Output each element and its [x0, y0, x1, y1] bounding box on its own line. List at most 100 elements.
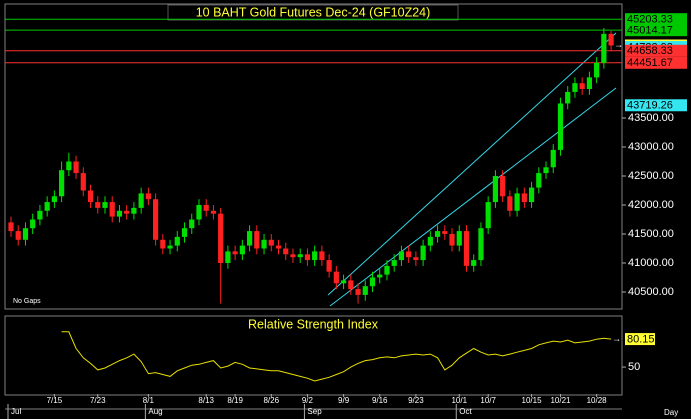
x-tick-label: 9/9	[338, 396, 350, 405]
candle-body	[174, 236, 180, 246]
candle-body	[116, 210, 123, 217]
candle-body	[59, 170, 65, 197]
candle-body	[355, 289, 361, 295]
candle-body	[268, 239, 274, 246]
candle-body	[406, 251, 412, 258]
candle-body	[153, 199, 159, 240]
rsi-line	[61, 331, 612, 382]
candle-body	[304, 254, 311, 261]
candle-body	[521, 193, 527, 203]
x-tick-label: 8/26	[263, 396, 279, 405]
x-tick-label: 10/7	[480, 396, 496, 405]
channel-lower	[329, 87, 617, 307]
candle-body	[181, 228, 188, 237]
candle-body	[232, 251, 238, 255]
candle-body	[471, 260, 477, 266]
candle-body	[246, 231, 253, 246]
candle-body	[485, 202, 491, 229]
rsi-last-box	[625, 333, 655, 346]
candle-body	[333, 271, 339, 284]
candle-body	[225, 251, 231, 263]
x-tick-label: 8/1	[143, 396, 155, 405]
candle-body	[543, 167, 549, 174]
price-panel	[4, 3, 623, 310]
candle-body	[95, 202, 101, 208]
candle-body	[261, 239, 267, 249]
candle-body	[15, 231, 21, 240]
candle-body	[507, 196, 513, 211]
x-tick-label: 10/21	[550, 396, 571, 405]
x-tick-label: 10/28	[587, 396, 608, 405]
candle-body	[579, 83, 585, 89]
candle-body	[189, 219, 195, 229]
month-label: Jul	[11, 407, 21, 416]
candle-body	[572, 83, 578, 92]
candle-body	[528, 187, 535, 203]
candle-body	[87, 190, 94, 203]
candle-body	[109, 202, 115, 217]
channel-upper	[327, 32, 617, 296]
candle-body	[362, 286, 368, 295]
candle-body	[102, 202, 108, 208]
candle-body	[44, 202, 50, 211]
candle-body	[239, 245, 245, 255]
price-label: 43719.26	[627, 100, 673, 112]
candle-body	[550, 149, 556, 168]
candle-body	[413, 257, 419, 261]
candle-body	[167, 245, 173, 249]
x-tick-label: 7/15	[47, 396, 63, 405]
candle-body	[312, 251, 318, 261]
candle-body	[8, 222, 14, 232]
candle-body	[478, 228, 484, 261]
x-tick-label: 10/1	[451, 396, 467, 405]
x-tick-label: 9/23	[408, 396, 424, 405]
candle-body	[369, 277, 376, 287]
candle-body	[131, 207, 137, 214]
candle-body	[586, 77, 592, 89]
y-tick-label: 41500.00	[628, 228, 674, 240]
candle-body	[391, 260, 397, 266]
x-tick-label: 7/23	[90, 396, 106, 405]
candle-body	[37, 210, 43, 220]
candle-body	[565, 91, 571, 104]
candle-body	[557, 103, 564, 150]
candle-body	[73, 161, 79, 174]
candle-body	[326, 260, 332, 272]
x-tick-label: 9/16	[372, 396, 388, 405]
candle-body	[608, 33, 614, 46]
candle-body	[492, 175, 499, 203]
candle-body	[66, 161, 72, 171]
candle-body	[514, 193, 520, 211]
candle-body	[449, 233, 455, 246]
y-tick-label: 42000.00	[628, 199, 674, 211]
candle-body	[160, 239, 166, 249]
candle-body	[420, 245, 426, 261]
candle-body	[384, 265, 390, 275]
candle-body	[601, 33, 607, 63]
candle-body	[210, 210, 217, 214]
x-tick-label: 9/2	[302, 396, 314, 405]
candle-body	[124, 210, 130, 214]
y-tick-label: 40500.00	[628, 286, 674, 298]
candle-body	[218, 213, 224, 263]
price-label: 45014.17	[627, 25, 673, 37]
candle-body	[80, 173, 86, 191]
candle-body	[22, 228, 29, 240]
candle-body	[340, 280, 347, 284]
candle-body	[500, 175, 506, 197]
candle-body	[203, 204, 209, 211]
rsi-arrow: →	[612, 333, 621, 343]
candle-body	[254, 231, 260, 249]
y-tick-label: 43000.00	[628, 141, 674, 153]
y-tick-label: 41000.00	[628, 257, 674, 269]
period-label: Day	[664, 408, 678, 417]
candle-body	[51, 196, 57, 203]
price-label: 44658.33	[627, 45, 673, 57]
candle-body	[348, 280, 354, 290]
price-label: 44451.67	[627, 57, 673, 69]
y-tick-label: 43500.00	[628, 112, 674, 124]
x-tick-label: 8/13	[198, 396, 214, 405]
month-label: Sep	[307, 407, 322, 416]
candle-body	[275, 245, 282, 249]
